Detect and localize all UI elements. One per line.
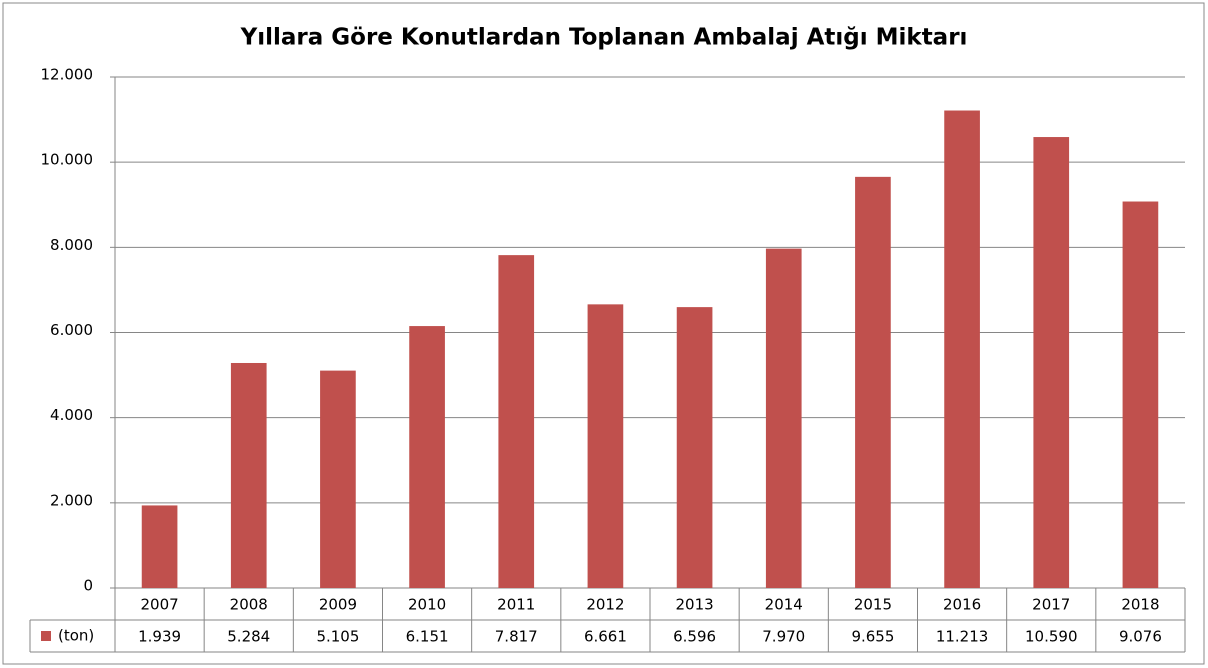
x-tick-label: 2010	[408, 596, 446, 614]
table-value: 10.590	[1025, 628, 1078, 646]
table-value: 7.817	[495, 628, 538, 646]
x-tick-label: 2013	[675, 596, 713, 614]
table-value: 5.284	[227, 628, 270, 646]
table-value: 5.105	[316, 628, 359, 646]
table-value: 6.151	[406, 628, 449, 646]
bar	[676, 307, 713, 588]
x-tick-label: 2009	[319, 596, 357, 614]
bar	[855, 176, 891, 588]
bar	[944, 110, 980, 588]
x-tick-label: 2018	[1121, 596, 1159, 614]
bar	[1033, 137, 1070, 589]
y-tick-label: 2.000	[50, 491, 93, 509]
table-value: 7.970	[762, 628, 805, 646]
y-tick-label: 0	[83, 577, 93, 595]
bar	[409, 326, 445, 588]
x-tick-label: 2016	[943, 596, 981, 614]
x-tick-label: 2014	[765, 596, 803, 614]
bar	[230, 362, 267, 588]
bar	[1122, 201, 1159, 588]
x-tick-label: 2008	[230, 596, 268, 614]
bar	[320, 370, 356, 588]
chart-title: Yıllara Göre Konutlardan Toplanan Ambala…	[240, 25, 968, 51]
y-tick-label: 12.000	[41, 66, 94, 84]
bar	[498, 255, 535, 588]
y-tick-label: 10.000	[41, 151, 94, 169]
legend-swatch	[41, 631, 51, 641]
bar	[141, 505, 178, 588]
table-value: 9.076	[1119, 628, 1162, 646]
table-value: 6.661	[584, 628, 627, 646]
bar	[587, 304, 624, 588]
x-tick-label: 2017	[1032, 596, 1070, 614]
table-value: 9.655	[851, 628, 894, 646]
y-tick-label: 8.000	[50, 236, 93, 254]
x-tick-label: 2011	[497, 596, 535, 614]
table-value: 1.939	[138, 628, 181, 646]
x-tick-label: 2007	[140, 596, 178, 614]
x-tick-label: 2015	[854, 596, 892, 614]
table-value: 11.213	[936, 628, 989, 646]
legend-label: (ton)	[58, 627, 94, 645]
x-tick-label: 2012	[586, 596, 624, 614]
table-value: 6.596	[673, 628, 716, 646]
y-tick-label: 6.000	[50, 321, 93, 339]
bar	[765, 248, 802, 588]
y-tick-label: 4.000	[50, 406, 93, 424]
